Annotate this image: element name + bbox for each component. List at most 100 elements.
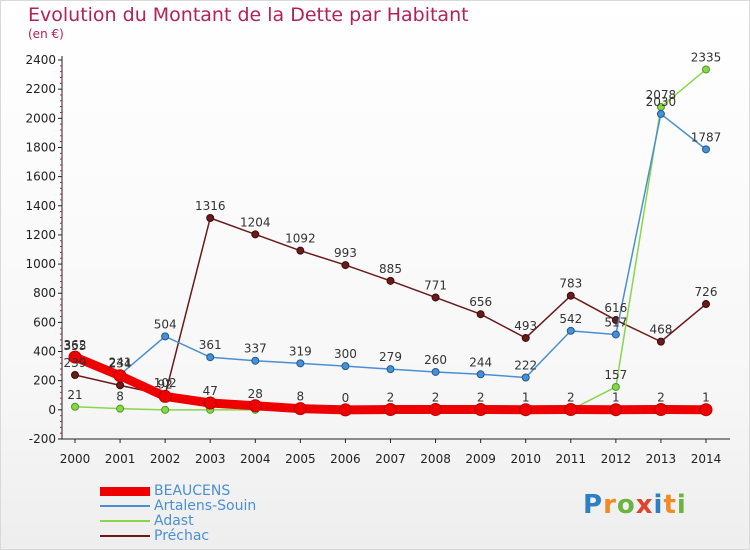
data-label-beaucens: 47 [203, 384, 218, 398]
data-label-beaucens: 0 [342, 391, 350, 405]
x-tick-label: 2008 [420, 452, 451, 466]
data-point-beaucens [158, 389, 172, 403]
data-label-prechac: 102 [154, 376, 177, 390]
data-point-artalens-souin [206, 353, 215, 362]
data-point-beaucens [293, 402, 307, 416]
x-tick-label: 2001 [105, 452, 136, 466]
data-label-artalens-souin: 1787 [691, 130, 722, 144]
data-point-prechac [71, 371, 79, 380]
data-point-adast [161, 405, 170, 414]
y-tick-label: 0 [48, 403, 56, 417]
data-point-beaucens [338, 403, 352, 417]
data-point-prechac [386, 276, 395, 285]
data-label-prechac: 1316 [195, 199, 226, 213]
data-point-prechac [702, 300, 710, 309]
data-label-beaucens: 92 [158, 377, 173, 391]
legend-swatch [100, 535, 150, 537]
line-chart: -200 0 200 400 600 800 1000 1200 1400 1600 1800 200… [25, 50, 730, 466]
logo-letter: t [663, 490, 677, 520]
data-label-artalens-souin: 260 [424, 353, 447, 367]
data-point-beaucens [429, 403, 443, 417]
data-point-artalens-souin [656, 109, 665, 118]
data-point-adast [611, 382, 620, 391]
data-label-beaucens: 1 [612, 391, 620, 405]
data-point-adast [702, 65, 710, 74]
legend-label: Adast [154, 513, 194, 529]
y-tick-label: 1200 [25, 228, 56, 242]
data-label-artalens-souin: 504 [154, 317, 177, 331]
data-label-beaucens: 8 [297, 390, 305, 404]
data-point-prechac [341, 261, 350, 270]
data-point-artalens-souin [341, 362, 350, 371]
data-label-artalens-souin: 361 [199, 338, 222, 352]
data-point-adast [116, 404, 125, 413]
x-tick-label: 2009 [465, 452, 496, 466]
proxiti-logo: Proxiti [583, 490, 687, 520]
x-tick-label: 2007 [375, 452, 406, 466]
data-label-prechac: 1092 [285, 232, 316, 246]
data-point-beaucens [609, 403, 623, 417]
data-point-artalens-souin [431, 367, 440, 376]
data-label-adast: 157 [604, 368, 627, 382]
x-tick-label: 2006 [330, 452, 361, 466]
y-tick-label: 1000 [25, 257, 56, 271]
data-point-artalens-souin [476, 370, 485, 379]
data-point-prechac [206, 214, 215, 223]
legend-swatch [100, 520, 150, 522]
data-point-prechac [656, 337, 665, 346]
x-tick-label: 2003 [195, 452, 226, 466]
axes: -200 0 200 400 600 800 1000 1200 1400 1600 1800 200… [25, 53, 730, 466]
data-point-prechac [521, 333, 530, 342]
legend-swatch [100, 505, 150, 507]
data-point-artalens-souin [386, 365, 395, 374]
data-label-adast: 21 [67, 388, 82, 402]
logo-letter: x [635, 490, 654, 520]
x-tick-label: 2014 [691, 452, 722, 466]
data-label-prechac: 656 [469, 295, 492, 309]
data-point-artalens-souin [521, 373, 530, 382]
data-label-adast: 2335 [691, 50, 722, 64]
data-label-artalens-souin: 300 [334, 347, 357, 361]
y-tick-label: 200 [33, 374, 56, 388]
data-label-artalens-souin: 542 [559, 312, 582, 326]
data-label-adast: 2078 [646, 88, 677, 102]
y-tick-label: 2200 [25, 82, 56, 96]
logo-letter: r [603, 490, 617, 520]
data-point-artalens-souin [251, 356, 260, 365]
data-label-prechac: 726 [695, 285, 718, 299]
data-point-beaucens [384, 403, 397, 417]
data-point-beaucens [564, 403, 578, 417]
data-point-prechac [251, 230, 260, 239]
data-point-beaucens [654, 403, 668, 417]
data-label-artalens-souin: 222 [514, 358, 537, 372]
data-label-beaucens: 2 [432, 391, 440, 405]
data-point-beaucens [699, 403, 713, 417]
data-label-beaucens: 1 [522, 391, 530, 405]
data-point-prechac [476, 310, 485, 319]
data-label-prechac: 493 [514, 319, 537, 333]
data-point-beaucens [203, 396, 217, 410]
y-tick-label: 2000 [25, 111, 56, 125]
data-point-beaucens [113, 369, 127, 383]
data-label-beaucens: 2 [657, 391, 665, 405]
data-point-adast [71, 402, 79, 411]
y-tick-label: -200 [29, 432, 56, 446]
data-label-beaucens: 1 [702, 391, 710, 405]
y-tick-label: 800 [33, 286, 56, 300]
logo-letter: i [653, 490, 664, 520]
data-point-prechac [566, 291, 575, 300]
chart-title: Evolution du Montant de la Dette par Hab… [28, 4, 469, 26]
y-tick-label: 400 [33, 345, 56, 359]
x-tick-label: 2005 [285, 452, 316, 466]
data-label-artalens-souin: 337 [244, 342, 267, 356]
data-label-artalens-souin: 244 [469, 355, 492, 369]
data-label-beaucens: 2 [387, 391, 395, 405]
data-label-prechac: 468 [649, 323, 672, 337]
data-label-artalens-souin: 319 [289, 344, 312, 358]
logo-letter: o [616, 490, 636, 520]
x-tick-label: 2013 [646, 452, 677, 466]
data-point-beaucens [248, 399, 262, 413]
y-tick-label: 1800 [25, 140, 56, 154]
data-label-prechac: 1204 [240, 215, 271, 229]
data-label-artalens-souin: 241 [109, 356, 132, 370]
